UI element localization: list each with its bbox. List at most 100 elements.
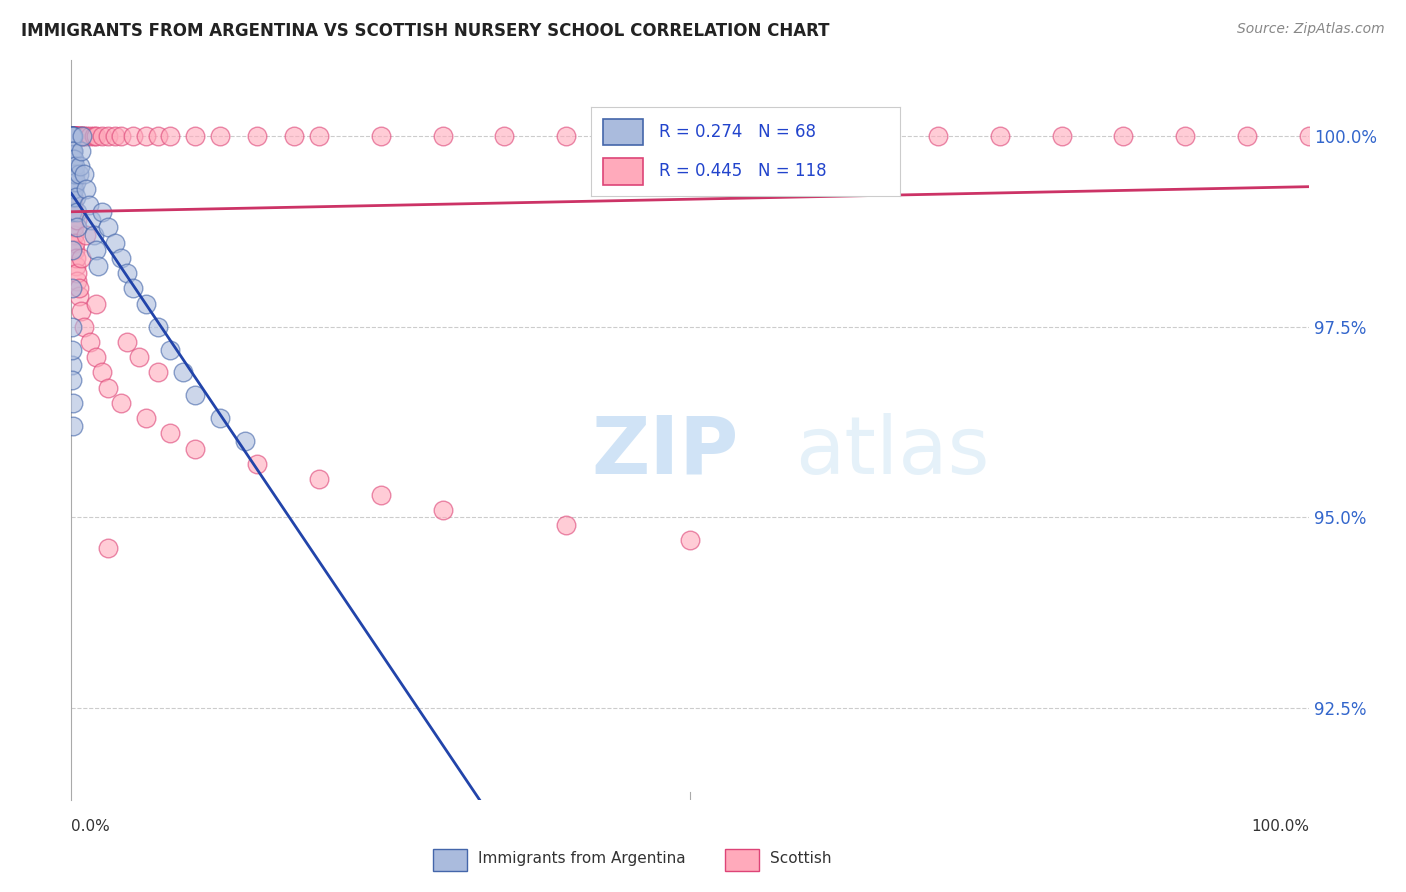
Point bbox=[83, 228, 105, 243]
Point bbox=[679, 128, 702, 143]
Point bbox=[184, 442, 207, 456]
Point bbox=[617, 128, 640, 143]
Point bbox=[60, 319, 83, 334]
Point bbox=[65, 259, 87, 273]
Point bbox=[115, 334, 138, 349]
Point bbox=[97, 128, 120, 143]
Point bbox=[103, 128, 125, 143]
Text: ZIP: ZIP bbox=[591, 413, 738, 491]
Point bbox=[65, 128, 87, 143]
Point bbox=[91, 128, 114, 143]
Point bbox=[60, 128, 83, 143]
Point bbox=[63, 128, 86, 143]
Point bbox=[60, 128, 83, 143]
Point bbox=[62, 212, 84, 227]
Point bbox=[63, 152, 86, 166]
Point bbox=[62, 197, 84, 211]
Point bbox=[70, 304, 93, 318]
Point bbox=[172, 366, 194, 380]
Point bbox=[146, 128, 169, 143]
Point bbox=[63, 228, 86, 243]
Point bbox=[1112, 128, 1135, 143]
Text: R = 0.274   N = 68: R = 0.274 N = 68 bbox=[658, 123, 815, 141]
Point bbox=[62, 144, 84, 158]
Point bbox=[62, 128, 84, 143]
Point bbox=[62, 144, 84, 158]
Point bbox=[67, 289, 90, 303]
Point bbox=[60, 160, 83, 174]
Point bbox=[62, 128, 84, 143]
Point bbox=[65, 190, 87, 204]
Point bbox=[134, 411, 156, 425]
Point bbox=[110, 396, 132, 410]
Point bbox=[60, 128, 83, 143]
Point bbox=[70, 251, 93, 265]
Point bbox=[60, 128, 83, 143]
Point bbox=[63, 220, 86, 235]
Point bbox=[134, 128, 156, 143]
Text: 0.0%: 0.0% bbox=[72, 819, 110, 834]
Point bbox=[63, 160, 86, 174]
Point bbox=[159, 343, 181, 357]
Text: Source: ZipAtlas.com: Source: ZipAtlas.com bbox=[1237, 22, 1385, 37]
Point bbox=[103, 235, 125, 250]
Point bbox=[62, 128, 84, 143]
Point bbox=[865, 128, 887, 143]
Point bbox=[60, 190, 83, 204]
Point bbox=[63, 235, 86, 250]
Point bbox=[72, 128, 94, 143]
Point bbox=[66, 128, 89, 143]
Point bbox=[741, 128, 763, 143]
Point bbox=[60, 128, 83, 143]
Point bbox=[62, 160, 84, 174]
Point bbox=[184, 128, 207, 143]
Point bbox=[62, 396, 84, 410]
Point bbox=[60, 144, 83, 158]
Text: atlas: atlas bbox=[796, 413, 990, 491]
Point bbox=[67, 167, 90, 181]
Point bbox=[66, 212, 89, 227]
Bar bbox=[603, 119, 643, 145]
Point bbox=[60, 182, 83, 196]
Point bbox=[146, 319, 169, 334]
Point bbox=[370, 128, 392, 143]
Point bbox=[62, 128, 84, 143]
Point bbox=[128, 350, 150, 364]
Point bbox=[75, 228, 97, 243]
Point bbox=[803, 128, 825, 143]
Point bbox=[184, 388, 207, 402]
Point bbox=[62, 167, 84, 181]
Point bbox=[62, 128, 84, 143]
Point bbox=[62, 235, 84, 250]
Point bbox=[60, 167, 83, 181]
Text: IMMIGRANTS FROM ARGENTINA VS SCOTTISH NURSERY SCHOOL CORRELATION CHART: IMMIGRANTS FROM ARGENTINA VS SCOTTISH NU… bbox=[21, 22, 830, 40]
Point bbox=[91, 366, 114, 380]
Point bbox=[62, 128, 84, 143]
Bar bbox=[725, 849, 759, 871]
Point bbox=[122, 281, 145, 295]
Point bbox=[84, 128, 107, 143]
Point bbox=[62, 128, 84, 143]
Point bbox=[77, 197, 100, 211]
Point bbox=[208, 411, 231, 425]
Point bbox=[62, 190, 84, 204]
Point bbox=[62, 167, 84, 181]
Point bbox=[1050, 128, 1073, 143]
Bar bbox=[603, 158, 643, 185]
Point bbox=[72, 128, 94, 143]
Point bbox=[283, 128, 305, 143]
Point bbox=[65, 128, 87, 143]
Point bbox=[60, 358, 83, 372]
Point bbox=[60, 175, 83, 189]
Point bbox=[75, 182, 97, 196]
Point bbox=[87, 259, 110, 273]
Point bbox=[60, 220, 83, 235]
Point bbox=[233, 434, 256, 448]
Point bbox=[110, 251, 132, 265]
Point bbox=[62, 128, 84, 143]
Point bbox=[60, 281, 83, 295]
Point bbox=[97, 541, 120, 555]
Point bbox=[67, 281, 90, 295]
Point bbox=[62, 343, 84, 357]
Point bbox=[66, 128, 89, 143]
